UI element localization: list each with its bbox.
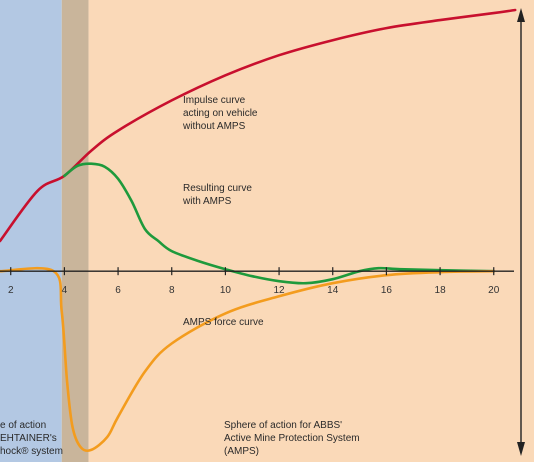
impulse-label-line: Impulse curve [183, 95, 246, 106]
x-tick-label: 6 [115, 285, 121, 296]
right-zone-caption: Sphere of action for ABBS' Active Mine Pr… [224, 420, 360, 457]
left-zone-caption-line: hock® system [0, 446, 63, 457]
left-zone-caption: e of action EHTAINER's hock® system [0, 420, 63, 457]
resulting-label-line: with AMPS [182, 196, 232, 207]
right-zone [88, 0, 534, 462]
x-tick-label: 20 [488, 285, 500, 296]
x-tick-label: 4 [62, 285, 68, 296]
x-tick-label: 2 [8, 285, 14, 296]
overlap-zone [61, 0, 89, 462]
x-tick-label: 16 [381, 285, 393, 296]
resulting-curve [63, 162, 495, 285]
amps-force-label: AMPS force curve [183, 317, 264, 328]
left-zone-caption-line: e of action [0, 420, 46, 431]
impulse-label-line: without AMPS [182, 121, 246, 132]
amps-force-curve [0, 266, 495, 453]
left-zone [0, 0, 62, 462]
x-tick-label: 18 [435, 285, 447, 296]
resulting-label: Resulting curve with AMPS [182, 183, 252, 207]
right-zone-caption-line: Active Mine Protection System [224, 433, 360, 444]
impulse-label-line: acting on vehicle [183, 108, 258, 119]
right-zone-caption-line: (AMPS) [224, 446, 259, 457]
resulting-label-line: Resulting curve [183, 183, 252, 194]
x-tick-label: 12 [274, 285, 286, 296]
x-tick-label: 10 [220, 285, 232, 296]
x-tick-label: 14 [327, 285, 339, 296]
x-tick-label: 8 [169, 285, 175, 296]
left-zone-caption-line: EHTAINER's [0, 433, 57, 444]
impulse-label: Impulse curve acting on vehicle without AM… [182, 95, 258, 132]
y-axis-arrow-up [517, 8, 525, 22]
amps-force-label-line: AMPS force curve [183, 317, 264, 328]
y-axis-arrow-down [517, 442, 525, 456]
right-zone-caption-line: Sphere of action for ABBS' [224, 420, 342, 431]
